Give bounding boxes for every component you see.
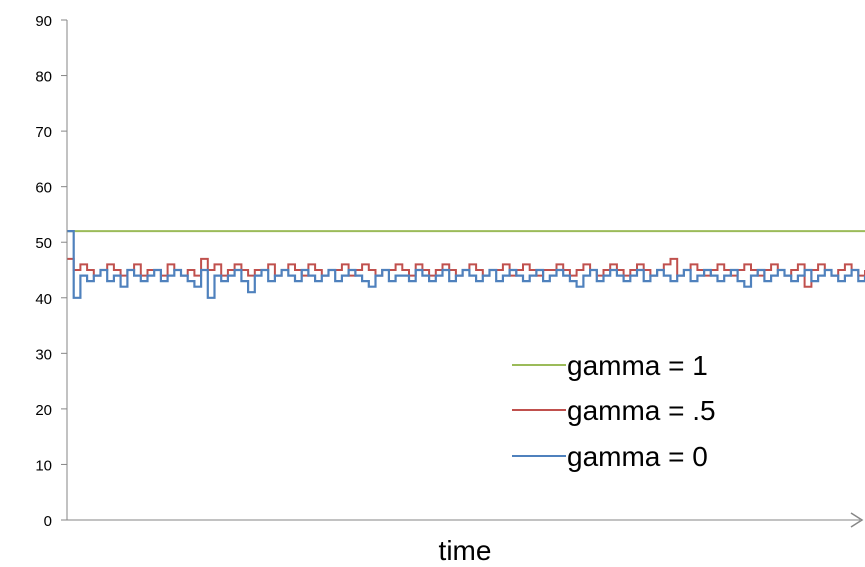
series-lines [67,230,865,299]
y-tick-label: 80 [35,69,52,86]
y-tick-label: 50 [35,235,52,252]
y-tick-label: 20 [35,402,52,419]
legend-label: gamma = 0 [567,441,708,472]
legend-label: gamma = .5 [567,395,716,426]
y-tick-label: 30 [35,346,52,363]
y-tick-label: 90 [35,13,52,30]
series-line-3 [67,230,865,299]
y-tick-label: 60 [35,180,52,197]
y-tick-label: 10 [35,457,52,474]
y-tick-label: 0 [44,513,52,530]
x-axis-arrow [850,512,864,528]
y-axis-ticks: 0 10 20 30 40 50 60 70 80 90 [35,13,67,530]
x-axis-title: time [439,535,492,566]
y-tick-label: 70 [35,124,52,141]
legend-label: gamma = 1 [567,350,708,381]
y-tick-label: 40 [35,291,52,308]
legend: gamma = 1 gamma = .5 gamma = 0 [512,350,716,472]
